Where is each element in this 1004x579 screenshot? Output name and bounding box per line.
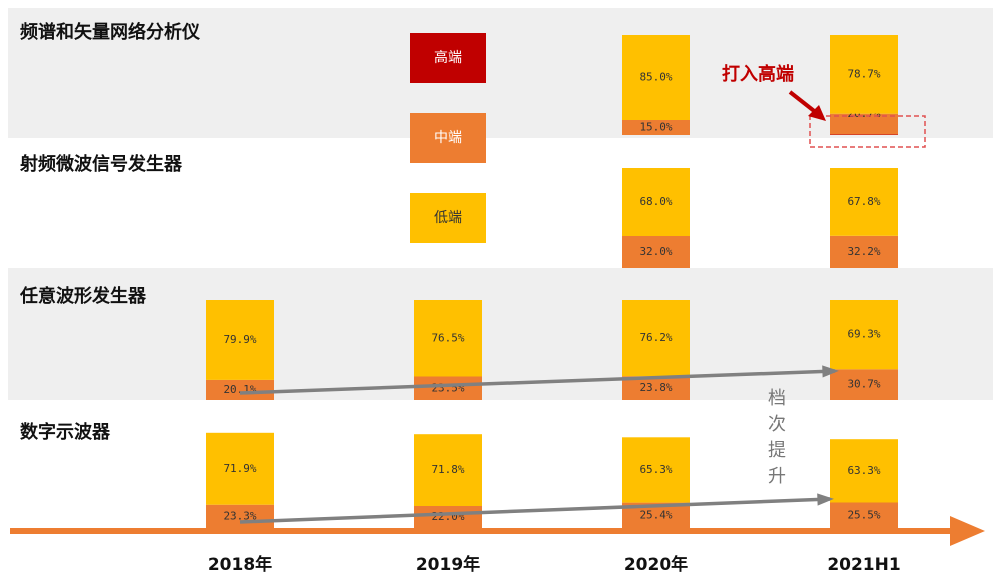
trend-arrowhead — [817, 493, 834, 506]
value-label: 65.3% — [639, 463, 672, 476]
panel-title: 任意波形发生器 — [19, 285, 147, 307]
legend-swatch — [410, 193, 486, 243]
bar-segment — [830, 134, 898, 135]
bar-segment — [206, 379, 274, 400]
bar-segment — [622, 120, 690, 135]
value-label: 85.0% — [639, 71, 672, 84]
panel-title: 射频微波信号发生器 — [19, 153, 183, 175]
annotation-arrowhead — [808, 105, 826, 121]
value-label: 71.9% — [223, 462, 256, 475]
value-label: 76.2% — [639, 331, 672, 344]
value-label: 78.7% — [847, 67, 880, 80]
bar-segment — [830, 300, 898, 370]
x-tick-label: 2021H1 — [827, 555, 900, 575]
bar-segment — [622, 168, 690, 236]
trend-arrow — [239, 369, 836, 395]
value-label: 76.5% — [431, 331, 464, 344]
trend-arrow — [239, 497, 831, 524]
legend-label: 中端 — [434, 130, 462, 146]
value-label: 79.9% — [223, 333, 256, 346]
legend-label: 高端 — [434, 49, 462, 66]
value-label: 30.7% — [847, 378, 880, 391]
bar-segment — [206, 432, 274, 505]
value-label: 25.5% — [847, 508, 880, 521]
bar-segment — [206, 300, 274, 380]
value-label: 71.8% — [431, 463, 464, 476]
legend-swatch — [410, 113, 486, 163]
legend-swatch — [410, 33, 486, 83]
bar-segment — [622, 35, 690, 120]
bar-segment — [830, 168, 898, 236]
x-tick-label: 2018年 — [208, 554, 272, 575]
bar-segment — [830, 35, 898, 114]
bar-segment — [830, 502, 898, 528]
annotation-arrow — [788, 90, 820, 116]
bar-segment — [414, 376, 482, 400]
axis-arrowhead — [950, 516, 985, 546]
bar-segment — [830, 369, 898, 400]
annotation: 打入高端 — [722, 63, 794, 85]
x-tick-label: 2020年 — [624, 554, 688, 575]
panel-title: 频谱和矢量网络分析仪 — [20, 21, 201, 43]
value-label: 15.0% — [639, 121, 672, 134]
value-label: 67.8% — [847, 195, 880, 208]
bar-segment — [414, 300, 482, 377]
highlight-box — [809, 115, 926, 148]
trend-arrowhead — [822, 365, 839, 378]
value-label: 23.3% — [223, 509, 256, 522]
bar-segment — [830, 439, 898, 503]
value-label: 32.0% — [639, 245, 672, 258]
bar-segment — [622, 376, 690, 400]
bar-segment — [830, 235, 898, 268]
bar-segment — [622, 236, 690, 268]
panel-bg — [8, 268, 993, 400]
value-label: 32.2% — [847, 245, 880, 258]
value-label: 63.3% — [847, 464, 880, 477]
bar-segment — [830, 113, 898, 135]
value-label: 69.3% — [847, 328, 880, 341]
value-label: 25.4% — [639, 508, 672, 521]
value-label: 68.0% — [639, 195, 672, 208]
bar-segment — [414, 434, 482, 506]
bar-segment — [622, 300, 690, 377]
panel-title: 数字示波器 — [20, 421, 111, 443]
x-tick-label: 2019年 — [416, 554, 480, 575]
annotation: 档次提升 — [765, 388, 786, 492]
value-label: 23.8% — [639, 381, 672, 394]
legend-label: 低端 — [434, 210, 462, 226]
bar-segment — [622, 437, 690, 503]
